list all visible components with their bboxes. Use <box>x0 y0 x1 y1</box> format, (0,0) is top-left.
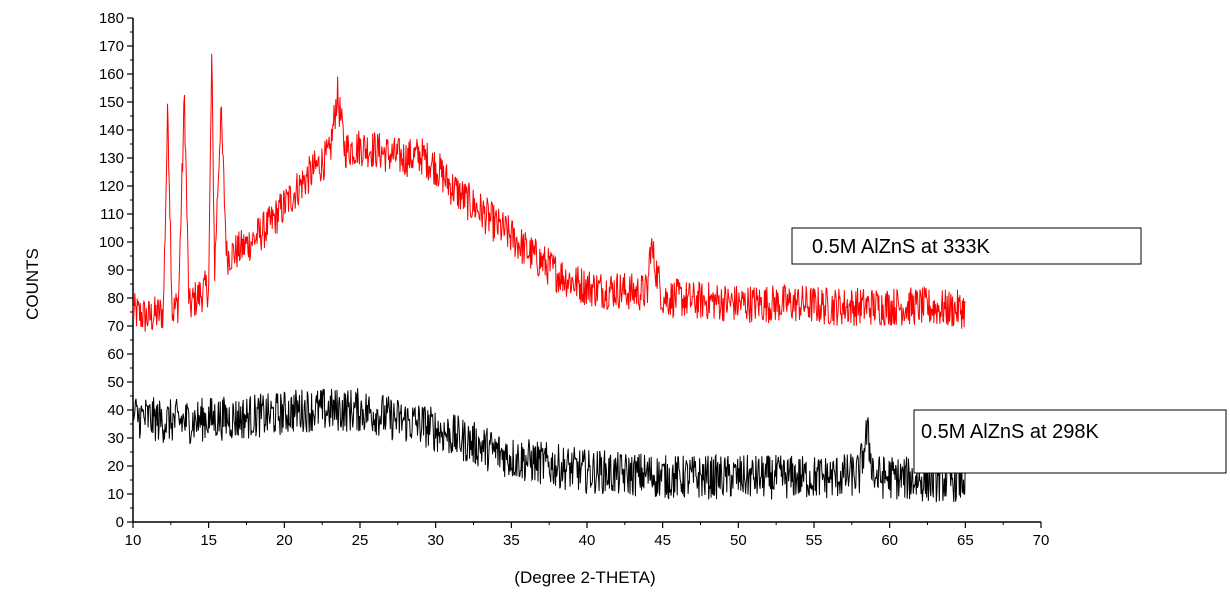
y-tick-label: 120 <box>99 178 124 195</box>
y-tick-label: 130 <box>99 150 124 167</box>
y-tick-label: 0 <box>116 514 124 531</box>
y-axis-ticks: 0 10 20 30 40 50 60 70 80 90 100 110 120 130 140 150 160… <box>99 10 133 531</box>
y-tick-label: 100 <box>99 234 124 251</box>
x-tick-label: 15 <box>200 532 217 549</box>
x-tick-label: 50 <box>730 532 747 549</box>
legend-label-298k: 0.5M AlZnS at 298K <box>921 421 1100 443</box>
series-line-333k <box>132 53 966 332</box>
x-tick-label: 65 <box>957 532 974 549</box>
y-tick-label: 40 <box>107 402 124 419</box>
x-tick-label: 40 <box>579 532 596 549</box>
legend-label-333k: 0.5M AlZnS at 333K <box>812 236 991 258</box>
y-tick-label: 60 <box>107 346 124 363</box>
y-tick-label: 90 <box>107 262 124 279</box>
x-tick-label: 35 <box>503 532 520 549</box>
y-tick-label: 30 <box>107 430 124 447</box>
axes <box>132 18 1041 523</box>
x-axis-title: (Degree 2-THETA) <box>514 568 655 587</box>
x-tick-label: 30 <box>427 532 444 549</box>
y-tick-label: 140 <box>99 122 124 139</box>
x-tick-label: 70 <box>1033 532 1050 549</box>
y-tick-label: 10 <box>107 486 124 503</box>
x-tick-label: 20 <box>276 532 293 549</box>
y-tick-label: 160 <box>99 66 124 83</box>
y-tick-label: 80 <box>107 290 124 307</box>
x-tick-label: 60 <box>881 532 898 549</box>
y-tick-label: 20 <box>107 458 124 475</box>
x-tick-label: 45 <box>654 532 671 549</box>
series-layer <box>132 53 966 503</box>
x-tick-label: 25 <box>352 532 369 549</box>
y-tick-label: 70 <box>107 318 124 335</box>
legend-box-298k: 0.5M AlZnS at 298K <box>913 409 1227 474</box>
series-line-298k <box>132 388 966 503</box>
x-axis-ticks: 10 15 20 25 30 35 40 45 50 55 60 65 70 <box>125 522 1050 549</box>
y-tick-label: 50 <box>107 374 124 391</box>
y-tick-label: 180 <box>99 10 124 27</box>
legend-box-333k: 0.5M AlZnS at 333K <box>791 227 1142 265</box>
y-tick-label: 110 <box>100 206 124 223</box>
x-tick-label: 55 <box>806 532 823 549</box>
x-tick-label: 10 <box>125 532 142 549</box>
y-axis-title: COUNTS <box>23 248 42 320</box>
y-tick-label: 170 <box>99 38 124 55</box>
y-tick-label: 150 <box>99 94 124 111</box>
